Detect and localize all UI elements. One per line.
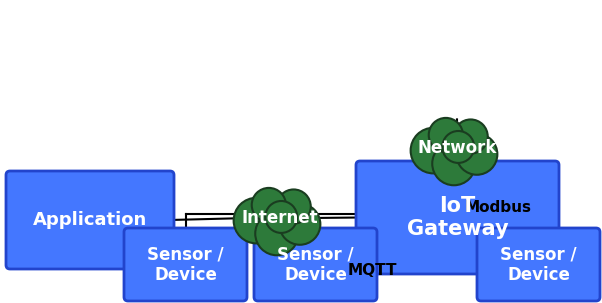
Ellipse shape <box>432 142 476 185</box>
Ellipse shape <box>234 198 279 243</box>
FancyBboxPatch shape <box>254 228 377 301</box>
Ellipse shape <box>442 131 474 163</box>
Text: Network: Network <box>417 139 497 157</box>
Text: MQTT: MQTT <box>348 263 397 278</box>
Ellipse shape <box>255 212 299 255</box>
Text: Sensor /
Device: Sensor / Device <box>277 245 354 284</box>
Text: Sensor /
Device: Sensor / Device <box>500 245 577 284</box>
FancyBboxPatch shape <box>356 161 559 274</box>
FancyBboxPatch shape <box>124 228 247 301</box>
Ellipse shape <box>456 134 497 175</box>
FancyBboxPatch shape <box>477 228 600 301</box>
Text: Internet: Internet <box>241 209 318 227</box>
Ellipse shape <box>252 188 286 222</box>
Text: Modbus: Modbus <box>465 199 532 215</box>
FancyBboxPatch shape <box>6 171 174 269</box>
Ellipse shape <box>429 118 463 152</box>
Ellipse shape <box>279 204 320 245</box>
Text: IoT
Gateway: IoT Gateway <box>407 196 508 239</box>
Ellipse shape <box>265 201 297 233</box>
Text: Sensor /
Device: Sensor / Device <box>147 245 224 284</box>
Text: Application: Application <box>33 211 147 229</box>
Ellipse shape <box>411 128 456 173</box>
Ellipse shape <box>276 189 311 224</box>
Ellipse shape <box>453 119 488 154</box>
